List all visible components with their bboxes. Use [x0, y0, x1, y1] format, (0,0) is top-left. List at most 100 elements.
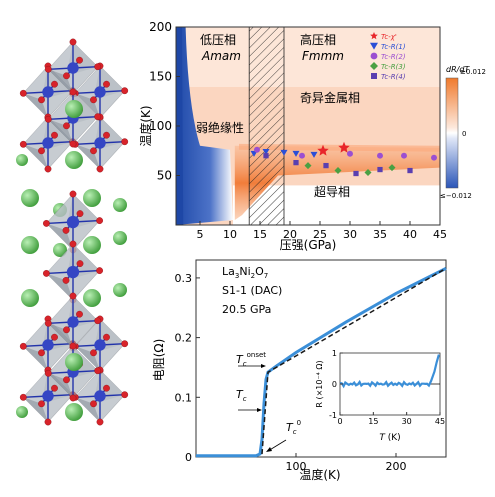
legend-marker-diamond — [370, 62, 378, 70]
o-atom — [43, 269, 50, 277]
octahedron-face — [75, 144, 100, 169]
legend-label: Tc-R(1) — [381, 43, 406, 51]
nio6-octahedron — [71, 315, 129, 375]
ni-atom — [42, 339, 54, 351]
o-atom — [96, 418, 104, 426]
phase-diagram: 200 150 100 50 5 10 15 20 25 30 35 40 45 温度(K) 压强(G… — [138, 20, 486, 252]
octahedron-face — [48, 373, 73, 398]
y-tick-label: 0.1 — [175, 391, 193, 404]
region-weak-insulator: 弱绝缘性 — [196, 120, 244, 135]
x-tick-label: 5 — [197, 228, 204, 241]
octahedron-face — [48, 92, 73, 126]
la-atom — [65, 151, 83, 169]
o-atom — [38, 96, 45, 104]
o-atom — [90, 400, 97, 408]
tc-point-circle — [254, 146, 260, 153]
tc-point-circle — [377, 152, 383, 159]
tc-point-square — [293, 160, 299, 166]
svg-text:Tc0: Tc0 — [286, 419, 301, 436]
y-tick-label: 0 — [185, 451, 192, 464]
ni-atom — [94, 137, 106, 149]
o-atom — [44, 65, 52, 73]
legend-label: Tc-χ' — [381, 33, 397, 41]
octahedron-face — [48, 296, 73, 330]
o-atom — [103, 333, 110, 341]
o-atom — [69, 394, 77, 402]
colorbar-top-label: ≥0.012 — [460, 68, 486, 76]
la-atom — [21, 236, 39, 254]
octahedron-face — [75, 93, 100, 118]
la-atom — [16, 154, 28, 166]
ni-atom — [94, 339, 106, 351]
phase-diagram-legend: Tc-χ' Tc-R(1) Tc-R(2) Tc-R(3) Tc-R(4) — [370, 32, 406, 81]
octahedron-face — [48, 42, 73, 76]
octahedron-face — [23, 397, 48, 422]
octahedron-face — [75, 66, 100, 100]
o-atom — [63, 376, 70, 384]
tc-point-circle — [299, 152, 305, 159]
inset-y-tick-label: 1 — [332, 349, 337, 358]
octahedron-face — [48, 69, 73, 94]
tc-point-star — [317, 144, 329, 156]
la-atom — [21, 289, 39, 307]
tc-point-star — [338, 141, 350, 153]
tc-point-circle — [347, 150, 353, 157]
resistance-ylabel: 电阻(Ω) — [152, 339, 166, 382]
heatmap-transition-band — [234, 145, 440, 221]
ni-atom — [94, 86, 106, 98]
o-atom — [44, 165, 52, 173]
nio6-octahedron — [71, 62, 129, 122]
la-atom — [65, 100, 83, 118]
tc-point-square — [377, 166, 383, 173]
tc-point-triangle — [292, 150, 300, 157]
resistance-xlabel: 温度(K) — [299, 467, 340, 482]
inset-x-tick-label: 45 — [435, 417, 445, 426]
o-atom — [43, 219, 50, 227]
resistance-chart: 0.30.20.10 100 200 电阻(Ω) 温度(K) La3Ni2O7 S… — [152, 259, 447, 482]
o-atom — [19, 89, 27, 97]
o-atom — [38, 349, 45, 357]
o-atom — [76, 260, 84, 267]
o-atom — [38, 400, 45, 408]
o-atom — [94, 113, 102, 121]
sample-id: S1-1 (DAC) — [222, 284, 282, 297]
tc-zero-annotation: Tc0 — [266, 419, 301, 452]
legend-label: Tc-R(4) — [381, 73, 406, 81]
octahedron-face — [23, 144, 48, 169]
octahedron-face — [23, 66, 48, 100]
octahedron-face — [48, 346, 73, 380]
o-atom — [103, 131, 110, 139]
o-atom — [44, 319, 52, 327]
octahedron-face — [46, 194, 73, 231]
phase-diagram-xlabel: 压强(GPa) — [280, 238, 337, 252]
x-tick-label: 20 — [283, 228, 297, 241]
o-atom — [103, 80, 110, 88]
octahedron-face — [46, 273, 73, 300]
o-atom — [69, 240, 77, 248]
la-atom — [113, 231, 127, 245]
ni-atom — [66, 215, 80, 229]
legend-label: Tc-R(2) — [381, 53, 406, 61]
o-atom — [19, 393, 27, 401]
o-atom — [51, 80, 58, 88]
x-tick-label: 15 — [253, 228, 267, 241]
nio6-octahedron — [43, 190, 104, 254]
la-atom — [83, 236, 101, 254]
o-atom — [62, 226, 70, 234]
tc-annotation: Tc — [236, 388, 262, 412]
o-atom — [76, 210, 84, 218]
region-high-pressure: 高压相 — [300, 32, 336, 47]
o-atom — [90, 96, 97, 104]
colorbar-bottom-label: ≤−0.012 — [440, 192, 472, 200]
octahedron-face — [75, 370, 100, 404]
o-atom — [69, 342, 77, 350]
colorbar-mid-label: 0 — [462, 130, 466, 138]
o-atom — [94, 367, 102, 375]
tc-point-square — [353, 170, 359, 177]
legend-marker-triangle — [370, 42, 378, 50]
o-atom — [51, 333, 58, 341]
x-tick-label: 200 — [386, 460, 407, 473]
legend-marker-star — [370, 32, 378, 40]
